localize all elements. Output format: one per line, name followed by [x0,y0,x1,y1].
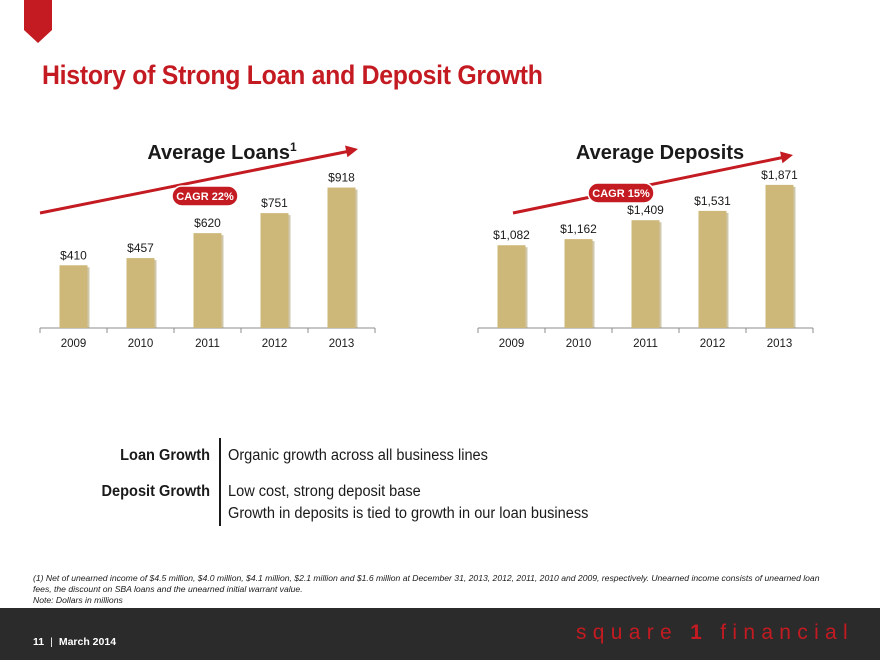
footnote-unearned-income: (1) Net of unearned income of $4.5 milli… [33,573,820,594]
corner-tab-decoration [24,0,52,43]
footer-bar: 11 | March 2014 square 1 financial [0,608,880,660]
deposit-growth-label: Deposit Growth [101,483,210,500]
bar-value-label: $1,871 [761,168,798,182]
trend-arrow-line [39,149,351,215]
bar-2013 [327,187,356,328]
x-tick-label: 2011 [633,338,658,350]
x-tick-label: 2011 [195,338,220,350]
cagr-badge-label: CAGR 15% [592,188,650,200]
bar-2010 [126,258,155,328]
average-deposits-svg: Average Deposits $1,082 2009 $1,162 2010 $1,4… [477,142,814,350]
x-tick-label: 2013 [329,338,355,350]
cagr-badge [171,185,239,207]
bar-value-label: $918 [328,171,355,185]
bar-2011 [631,220,660,328]
x-tick-label: 2013 [767,338,793,350]
x-tick-label: 2009 [499,338,525,350]
bar-value-label: $751 [261,196,288,210]
deposit-growth-text-2: Growth in deposits is tied to growth in … [228,505,589,522]
bar-2013 [765,184,794,328]
bar-value-label: $1,409 [627,203,664,217]
logo-word-financial: financial [720,621,854,644]
cagr-badge [587,182,655,204]
bar-value-label: $1,082 [493,228,530,242]
bar-2012 [698,210,727,328]
footer-page-info: 11 | March 2014 [33,636,116,648]
logo-number: 1 [690,621,709,644]
bar-value-label: $410 [60,248,87,262]
bar-2009 [59,265,88,328]
footer-separator: | [50,636,53,648]
deposit-growth-text-1: Low cost, strong deposit base [228,483,421,500]
x-tick-label: 2010 [566,338,592,350]
chart-title: Average Loans1 [147,140,297,164]
footer-date: March 2014 [58,636,117,648]
loan-growth-text: Organic growth across all business lines [228,447,488,464]
trend-arrow-head [345,145,358,158]
chart-title-superscript: 1 [290,140,297,154]
x-tick-label: 2010 [128,338,154,350]
average-deposits-chart: Average Deposits $1,082 2009 $1,162 2010 $1,4… [477,135,838,365]
trend-arrow-head [780,151,793,164]
logo-word-square: square [575,621,678,644]
page-number: 11 [33,636,45,648]
average-loans-svg: Average Loans1 $410 2009 $457 2010 $620 2011 $7… [39,140,376,350]
bar-value-label: $1,531 [694,194,731,208]
chart-title: Average Deposits [576,142,744,164]
cagr-badge-label: CAGR 22% [176,191,234,203]
x-tick-label: 2012 [262,338,288,350]
square-1-financial-logo: square 1 financial [576,621,854,645]
bar-value-label: $457 [127,241,154,255]
summary-divider [219,438,221,526]
bar-value-label: $1,162 [560,222,597,236]
footnote: (1) Net of unearned income of $4.5 milli… [33,573,833,606]
page-title: History of Strong Loan and Deposit Growt… [42,60,543,90]
bar-2012 [260,213,289,328]
loan-growth-label: Loan Growth [120,447,210,464]
x-tick-label: 2009 [61,338,87,350]
bar-2011 [193,233,222,328]
bar-value-label: $620 [194,216,221,230]
average-loans-chart: Average Loans1 $410 2009 $457 2010 $620 2011 $7… [39,135,400,365]
x-tick-label: 2012 [700,338,726,350]
bar-2010 [564,239,593,328]
footnote-dollars-note: Note: Dollars in millions [33,595,123,605]
bar-2009 [497,245,526,328]
